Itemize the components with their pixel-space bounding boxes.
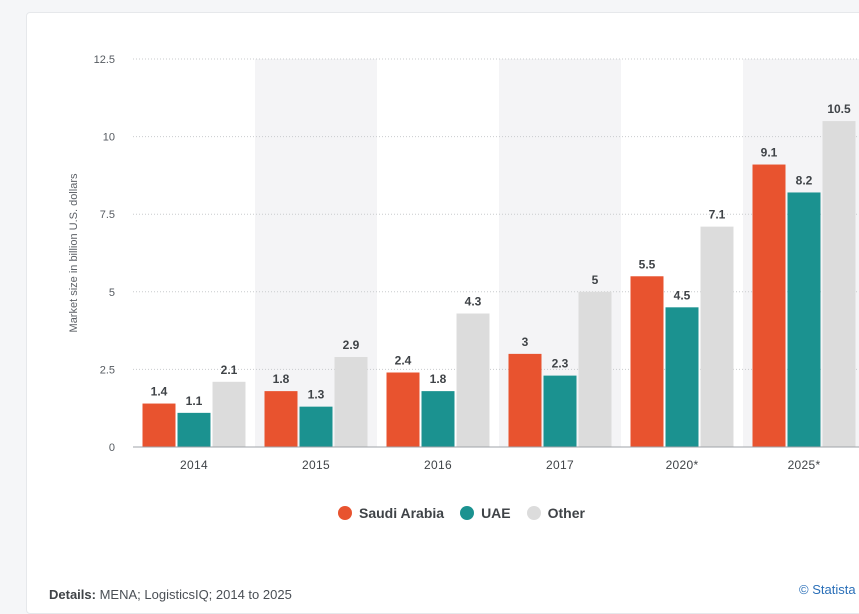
x-category-label: 2020* — [666, 458, 699, 472]
legend-swatch — [526, 506, 541, 520]
data-label: 1.1 — [186, 394, 203, 408]
y-tick-label: 7.5 — [100, 209, 115, 221]
x-category-label: 2016 — [424, 458, 452, 472]
data-label: 2.1 — [221, 363, 238, 377]
data-label: 3 — [522, 335, 529, 349]
y-tick-label: 0 — [109, 442, 115, 454]
details-label: Details: — [49, 587, 96, 602]
bars — [142, 121, 856, 447]
bar-other[interactable] — [334, 356, 368, 447]
data-label: 9.1 — [761, 146, 778, 160]
data-label: 5.5 — [639, 257, 656, 271]
statista-credit-link[interactable]: © Statista — [799, 582, 856, 597]
y-tick-label: 12.5 — [94, 54, 115, 66]
y-axis-title: Market size in billion U.S. dollars — [68, 173, 80, 332]
y-axis-ticks: 0 2.5 5 7.5 10 12.5 — [94, 54, 115, 454]
bar-saudi-arabia[interactable] — [264, 391, 298, 447]
legend-label: UAE — [481, 505, 511, 521]
legend: Saudi Arabia UAE Other — [338, 505, 585, 521]
data-label: 1.4 — [151, 385, 168, 399]
bar-other[interactable] — [578, 291, 612, 447]
data-label: 10.5 — [827, 102, 851, 116]
bar-saudi-arabia[interactable] — [386, 372, 420, 447]
data-labels: 1.4 1.1 2.1 1.8 1.3 2.9 2.4 1.8 4.3 3 2.3 5 5.5 4.5 7.… — [151, 102, 851, 408]
legend-item-saudi-arabia[interactable]: Saudi Arabia — [338, 505, 444, 521]
legend-label: Saudi Arabia — [359, 505, 445, 521]
data-label: 1.8 — [273, 372, 290, 386]
legend-label: Other — [547, 505, 585, 521]
bar-uae[interactable] — [421, 391, 455, 447]
bar-other[interactable] — [700, 226, 734, 447]
data-label: 5 — [592, 273, 599, 287]
x-category-label: 2025* — [788, 458, 821, 472]
bar-uae[interactable] — [787, 192, 821, 447]
data-label: 4.5 — [674, 288, 691, 302]
data-label: 7.1 — [709, 208, 726, 222]
data-label: 4.3 — [465, 295, 482, 309]
data-label: 2.4 — [395, 354, 412, 368]
y-tick-label: 10 — [103, 132, 115, 144]
x-axis-categories: 2014 2015 2016 2017 2020* 2025* — [180, 458, 820, 472]
bar-other[interactable] — [212, 381, 246, 447]
x-category-label: 2017 — [546, 458, 574, 472]
data-label: 1.3 — [308, 388, 325, 402]
bar-saudi-arabia[interactable] — [508, 353, 542, 447]
x-category-label: 2015 — [302, 458, 330, 472]
details-text: MENA; LogisticsIQ; 2014 to 2025 — [99, 587, 292, 602]
y-tick-label: 5 — [109, 287, 115, 299]
bar-uae[interactable] — [177, 412, 211, 447]
data-label: 1.8 — [430, 372, 447, 386]
legend-item-uae[interactable]: UAE — [460, 505, 511, 521]
details-footer: Details: MENA; LogisticsIQ; 2014 to 2025 — [49, 587, 292, 602]
bar-saudi-arabia[interactable] — [142, 403, 176, 447]
grid-lines — [133, 58, 859, 370]
bar-saudi-arabia[interactable] — [752, 164, 786, 447]
data-label: 2.9 — [343, 338, 360, 352]
bar-uae[interactable] — [299, 406, 333, 447]
y-tick-label: 2.5 — [100, 364, 115, 376]
bar-other[interactable] — [456, 313, 490, 447]
bar-uae[interactable] — [543, 375, 577, 447]
legend-swatch — [338, 506, 352, 520]
bar-other[interactable] — [822, 121, 856, 447]
data-label: 8.2 — [796, 173, 813, 187]
legend-item-other[interactable]: Other — [526, 505, 585, 521]
bar-saudi-arabia[interactable] — [630, 276, 664, 447]
data-label: 2.3 — [552, 357, 569, 371]
bar-uae[interactable] — [665, 307, 699, 447]
legend-swatch — [460, 506, 475, 520]
x-category-label: 2014 — [180, 458, 208, 472]
